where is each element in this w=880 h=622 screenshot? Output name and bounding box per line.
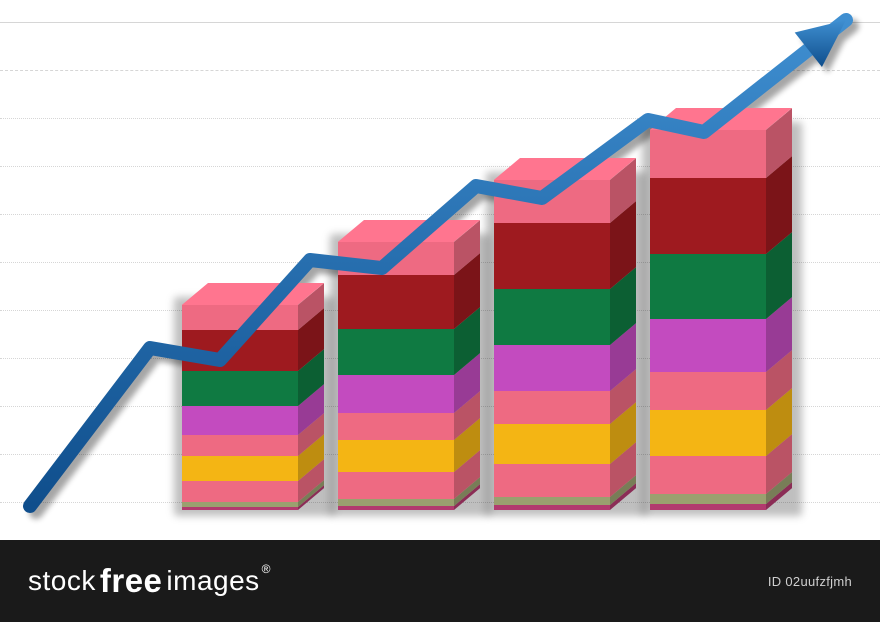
bar-segment <box>650 254 766 319</box>
bar-side <box>610 158 636 510</box>
bar-segment <box>182 507 298 510</box>
bar-segment <box>494 505 610 510</box>
bar-segment <box>338 375 454 413</box>
bar-segment <box>494 497 610 505</box>
bar-side <box>766 108 792 510</box>
bar-segment <box>338 242 454 275</box>
bar-segment <box>494 289 610 345</box>
bar-side <box>298 283 324 510</box>
bar-segment <box>650 494 766 504</box>
bar-segment <box>650 178 766 254</box>
bar-segment <box>182 481 298 502</box>
brand-stock: stock <box>28 565 96 597</box>
bar-segment <box>650 456 766 494</box>
bar-segment <box>338 329 454 375</box>
bar-segment <box>494 391 610 424</box>
bar-segment <box>650 130 766 178</box>
bar-3d <box>338 242 480 510</box>
watermark-footer: stock free images ® ID 02uufzfjmh <box>0 540 880 622</box>
image-id-prefix: ID <box>768 574 786 589</box>
bar-segment <box>182 371 298 406</box>
bar-segment <box>650 372 766 410</box>
brand-reg: ® <box>262 562 271 576</box>
bar-segment <box>338 413 454 440</box>
bar-segment <box>338 275 454 329</box>
bar-3d <box>182 305 324 510</box>
bar-front <box>182 305 298 510</box>
bar-segment <box>182 330 298 371</box>
brand: stock free images ® <box>28 562 273 600</box>
bar-segment <box>650 504 766 510</box>
bar-segment <box>182 305 298 330</box>
chart-wrap: stock free images ® ID 02uufzfjmh <box>0 0 880 622</box>
bar-segment <box>494 345 610 391</box>
bar-segment <box>182 456 298 481</box>
bars <box>0 0 880 540</box>
image-id-value: 02uufzfjmh <box>785 574 852 589</box>
bar-front <box>494 180 610 510</box>
bar-segment <box>338 440 454 472</box>
bar-side <box>454 220 480 510</box>
bar-segment <box>338 499 454 506</box>
bar-segment <box>494 424 610 464</box>
bar-segment <box>182 406 298 435</box>
bar-segment <box>182 435 298 456</box>
bar-3d <box>650 130 792 510</box>
bar-segment <box>494 464 610 497</box>
bar-segment <box>494 223 610 289</box>
bar-segment <box>182 502 298 507</box>
bar-front <box>338 242 454 510</box>
brand-free: free <box>100 562 163 600</box>
bar-3d <box>494 180 636 510</box>
bar-segment <box>338 506 454 510</box>
bar-front <box>650 130 766 510</box>
brand-images: images <box>166 565 259 597</box>
bar-segment <box>650 319 766 372</box>
bar-segment <box>494 180 610 223</box>
bar-segment <box>338 472 454 499</box>
image-id: ID 02uufzfjmh <box>768 574 852 589</box>
bar-segment <box>650 410 766 456</box>
chart-area <box>0 0 880 540</box>
